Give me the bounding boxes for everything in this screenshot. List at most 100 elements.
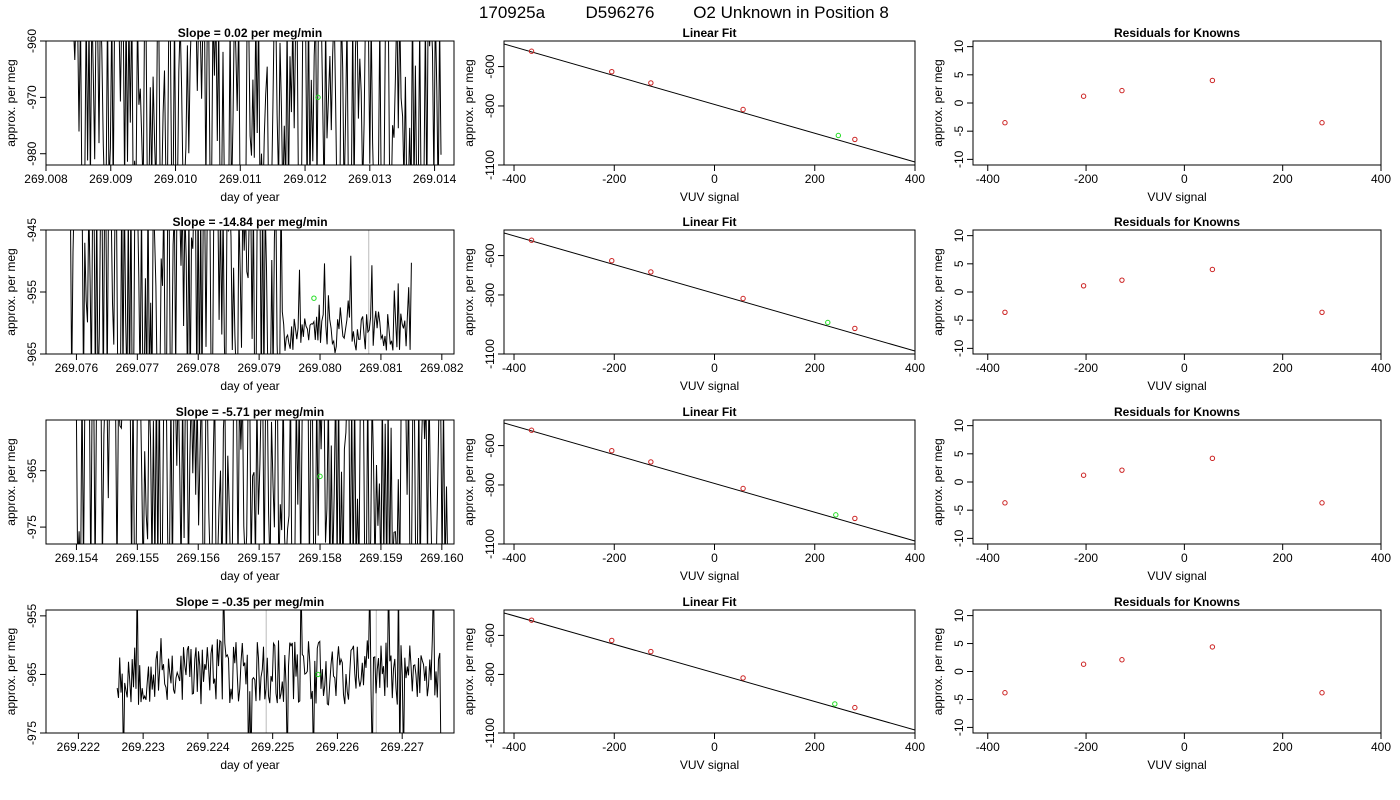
x-tick-label: 200 <box>1273 172 1293 186</box>
page-title-sample-id: D596276 <box>585 3 654 22</box>
x-tick-label: 400 <box>1371 551 1391 565</box>
x-tick-label: 269.227 <box>380 740 424 754</box>
known-point <box>852 704 858 711</box>
x-tick-label: -200 <box>1074 551 1098 565</box>
y-axis-label: approx. per meg <box>4 628 18 715</box>
known-point <box>740 485 746 492</box>
x-tick-label: 200 <box>1273 740 1293 754</box>
unknown-point <box>835 132 842 139</box>
unknown-mean-point <box>317 473 323 480</box>
x-tick-label: 200 <box>805 551 825 565</box>
known-point <box>528 237 535 243</box>
x-tick-label: -400 <box>502 361 526 375</box>
x-tick-label: 0 <box>711 172 718 186</box>
x-axis-label: day of year <box>220 190 279 204</box>
chart-panel-r2-trace: Slope = -14.84 per meg/min day of year app… <box>4 215 464 393</box>
x-tick-label: -200 <box>602 172 626 186</box>
chart-title: Residuals for Knowns <box>1114 26 1240 40</box>
known-point <box>1080 661 1087 667</box>
y-tick-label: 0 <box>952 668 966 675</box>
known-point <box>1119 467 1125 473</box>
y-tick-label: -945 <box>25 218 39 242</box>
known-point <box>1209 455 1216 462</box>
trace-series <box>116 610 442 733</box>
plot-area <box>1002 266 1325 315</box>
x-tick-label: 400 <box>1371 740 1391 754</box>
x-tick-label: -200 <box>1074 361 1098 375</box>
x-axis-label: VUV signal <box>680 190 739 204</box>
known-point <box>528 48 535 54</box>
x-tick-label: 200 <box>805 361 825 375</box>
y-tick-label: -600 <box>483 433 497 457</box>
plot-area <box>116 610 442 733</box>
x-tick-label: 0 <box>711 740 718 754</box>
trace-series <box>70 230 412 354</box>
chart-title: Slope = -0.35 per meg/min <box>176 595 324 609</box>
known-point <box>528 617 535 623</box>
chart-title: Slope = 0.02 per meg/min <box>178 26 322 40</box>
x-tick-label: 269.156 <box>177 551 221 565</box>
known-point <box>1209 644 1216 650</box>
x-tick-label: 269.158 <box>298 551 342 565</box>
known-point <box>1119 87 1125 94</box>
x-tick-label: 0 <box>1181 172 1188 186</box>
known-point <box>740 675 746 681</box>
x-tick-label: 200 <box>805 740 825 754</box>
x-tick-label: 400 <box>1371 172 1391 186</box>
x-axis-label: day of year <box>220 569 279 583</box>
x-tick-label: 400 <box>905 740 925 754</box>
chart-title: Linear Fit <box>682 26 736 40</box>
known-point <box>648 80 654 86</box>
x-tick-label: 400 <box>1371 361 1391 375</box>
x-tick-label: 400 <box>905 361 925 375</box>
trace-series <box>73 41 442 165</box>
x-tick-label: 0 <box>1181 361 1188 375</box>
known-point <box>609 258 615 264</box>
plot-area <box>504 612 915 731</box>
y-axis-label: approx. per meg <box>4 59 18 146</box>
x-tick-label: 0 <box>711 361 718 375</box>
x-tick-label: -400 <box>502 740 526 754</box>
x-tick-label: 269.078 <box>177 361 221 375</box>
plot-area <box>73 41 442 165</box>
plot-frame <box>503 609 916 734</box>
fit-line <box>504 612 915 731</box>
y-tick-label: -1100 <box>483 150 497 180</box>
page-title-run-id: 170925a <box>479 3 546 22</box>
y-tick-label: -800 <box>483 662 497 686</box>
x-tick-label: 269.009 <box>89 172 133 186</box>
y-tick-label: -1100 <box>483 529 497 559</box>
y-tick-label: 10 <box>952 229 966 243</box>
y-axis-label: approx. per meg <box>931 59 945 146</box>
y-axis-label: approx. per meg <box>4 438 18 525</box>
plot-area <box>1002 644 1325 696</box>
x-tick-label: 269.081 <box>359 361 403 375</box>
known-point <box>852 325 858 332</box>
y-tick-label: -970 <box>25 85 39 109</box>
y-tick-label: -5 <box>952 315 966 326</box>
plot-area <box>70 230 412 354</box>
x-tick-label: -200 <box>602 740 626 754</box>
x-axis-label: VUV signal <box>1147 569 1206 583</box>
x-tick-label: 269.223 <box>121 740 165 754</box>
x-tick-label: 269.157 <box>237 551 281 565</box>
chart-title: Residuals for Knowns <box>1114 405 1240 419</box>
x-tick-label: 269.159 <box>359 551 403 565</box>
known-point <box>740 295 746 302</box>
chart-panel-r2-resid: Residuals for Knowns VUV signal approx. pe… <box>931 215 1391 393</box>
trace-series <box>75 420 448 544</box>
known-point <box>1080 93 1087 99</box>
y-tick-label: -965 <box>25 458 39 482</box>
x-tick-label: 0 <box>711 551 718 565</box>
known-point <box>528 427 535 433</box>
chart-panel-r4-trace: Slope = -0.35 per meg/min day of year appr… <box>4 595 455 772</box>
plot-area <box>504 232 915 352</box>
unknown-mean-point <box>315 671 321 678</box>
x-tick-label: 269.012 <box>283 172 327 186</box>
known-point <box>1319 120 1325 126</box>
plot-frame <box>45 40 455 166</box>
plot-frame <box>972 419 1382 545</box>
chart-panel-r4-resid: Residuals for Knowns VUV signal approx. pe… <box>931 595 1391 772</box>
y-tick-label: 5 <box>952 450 966 457</box>
known-point <box>1119 657 1125 663</box>
